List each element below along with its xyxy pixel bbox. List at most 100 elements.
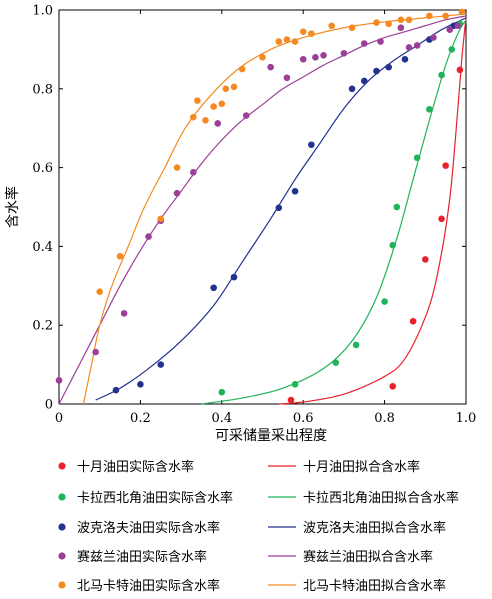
s3-data-point: [230, 273, 238, 281]
s3-legend-scatter-label: 波克洛夫油田实际含水率: [77, 520, 220, 536]
y-axis-ticks: 0 0.2 0.4 0.6 0.8 1.0: [32, 4, 466, 413]
s3-data-point: [275, 204, 283, 212]
y-tick-label: 0.6: [32, 161, 53, 176]
s4-data-point: [267, 63, 274, 71]
s5-data-point: [291, 38, 299, 45]
s5-data-point: [442, 12, 449, 20]
s4-data-point: [173, 189, 181, 197]
s1-legend-fit-label: 十月油田拟合含水率: [303, 459, 420, 475]
s1-data-point: [422, 256, 429, 263]
s3-data-point: [157, 361, 165, 368]
s4-data-point: [299, 55, 307, 63]
s5-data-point: [222, 85, 230, 93]
s5-data-point: [259, 53, 266, 61]
s2-data-point: [393, 203, 401, 211]
s5-data-point: [308, 30, 315, 37]
x-tick-label: 0.4: [211, 411, 232, 426]
y-axis-label: 含水率: [4, 186, 21, 228]
s1-data-point: [409, 317, 417, 325]
s4-data-point: [413, 42, 421, 49]
s4-data-point: [145, 233, 152, 240]
fit-curves: [58, 13, 467, 405]
s4-data-point: [242, 112, 250, 119]
s5-data-point: [157, 215, 165, 223]
s4-legend-marker: [58, 552, 66, 560]
s1-data-point: [442, 162, 449, 169]
x-tick-label: 0: [55, 411, 63, 426]
s5-data-point: [275, 38, 283, 45]
s2-data-point: [352, 341, 360, 349]
s1-legend-marker: [58, 462, 66, 470]
s4-data-point: [55, 377, 63, 384]
plot-border: [58, 9, 467, 405]
s4-data-point: [283, 74, 291, 82]
y-tick-label: 1.0: [32, 4, 53, 19]
y-tick-label: 0: [45, 398, 53, 413]
s4-data-point: [92, 348, 99, 356]
s5-data-point: [373, 19, 380, 26]
s3-data-point: [360, 77, 368, 85]
s4-data-point: [312, 53, 319, 61]
s4-data-point: [405, 44, 413, 51]
s5-data-point: [190, 113, 197, 121]
s5-data-point: [96, 288, 103, 296]
s4-data-point: [377, 38, 384, 45]
s3-data-point: [401, 55, 409, 63]
s3-data-point: [308, 141, 315, 149]
s4-data-point: [430, 34, 437, 41]
s1-data-point: [389, 382, 397, 390]
s3-data-point: [373, 67, 380, 75]
s4-data-point: [454, 22, 462, 30]
s5-data-point: [426, 12, 433, 20]
x-tick-label: 0.6: [293, 411, 314, 426]
s4-fit-curve: [58, 15, 467, 405]
s3-data-point: [137, 381, 144, 388]
s5-data-point: [397, 16, 405, 24]
s2-data-point: [426, 105, 433, 113]
s2-data-point: [438, 71, 445, 79]
s5-data-point: [348, 24, 356, 32]
x-axis-ticks: 0 0.2 0.4 0.6 0.8 1.0: [55, 10, 476, 426]
s2-data-point: [381, 298, 388, 305]
s1-data-point: [287, 396, 295, 404]
s5-data-point: [238, 65, 246, 73]
x-tick-label: 0.8: [374, 411, 395, 426]
s4-data-point: [397, 24, 405, 32]
x-axis-label: 可采储量采出程度: [215, 428, 327, 444]
s2-fit-curve: [201, 19, 467, 405]
y-tick-label: 0.8: [32, 82, 53, 97]
y-tick-label: 0.2: [32, 319, 53, 334]
s4-data-point: [190, 169, 197, 176]
s2-data-point: [332, 359, 340, 366]
s1-fit-curve: [278, 17, 467, 405]
s4-data-point: [214, 120, 222, 127]
y-tick-label: 0.4: [32, 240, 53, 255]
s4-data-point: [340, 50, 348, 57]
s3-legend-fit-label: 波克洛夫油田拟合含水率: [303, 520, 446, 536]
s3-data-point: [385, 63, 392, 71]
s3-data-point: [112, 386, 120, 394]
s5-legend-fit-label: 北马卡特油田拟合含水率: [303, 578, 446, 594]
s1-legend-scatter-label: 十月油田实际含水率: [77, 459, 194, 475]
s5-data-point: [230, 83, 238, 91]
s5-legend-scatter-label: 北马卡特油田实际含水率: [77, 578, 220, 594]
s5-data-point: [405, 16, 413, 24]
s3-data-point: [291, 187, 299, 195]
s4-legend-scatter-label: 赛兹兰油田实际含水率: [77, 549, 207, 565]
s2-data-point: [413, 154, 421, 162]
s2-data-point: [291, 381, 299, 388]
s4-legend-fit-label: 赛兹兰油田拟合含水率: [303, 549, 433, 565]
s4-data-point: [120, 310, 128, 317]
s5-data-point: [458, 8, 466, 16]
s3-data-point: [210, 284, 217, 292]
s2-legend-fit-label: 卡拉西北角油田拟合含水率: [303, 490, 459, 506]
s5-data-point: [385, 20, 392, 28]
x-tick-label: 1.0: [456, 411, 477, 426]
s2-legend-marker: [58, 493, 66, 501]
s2-data-point: [218, 388, 226, 396]
plot-frame: [58, 9, 467, 405]
s4-data-point: [446, 26, 454, 33]
s5-fit-curve: [82, 13, 467, 405]
